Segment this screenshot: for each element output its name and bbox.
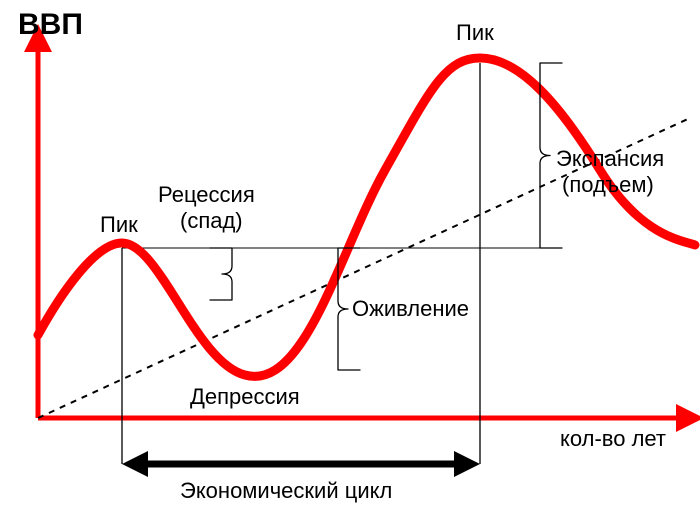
cycle-arrow-left-icon [122, 451, 148, 477]
expansion-label-2: (подъем) [562, 172, 654, 197]
revival-label: Оживление [352, 296, 469, 321]
expansion-label-1: Экспансия [556, 146, 664, 171]
x-axis-arrow-icon [676, 404, 700, 432]
peak1-label: Пик [100, 212, 138, 237]
recession-label-1: Рецессия [158, 182, 255, 207]
depression-label: Депрессия [190, 384, 300, 409]
diagram-stage: ВВП кол-во лет Пик Пик Рецессия (спад) Д… [0, 0, 700, 525]
y-axis-label: ВВП [18, 8, 83, 43]
cycle-label: Экономический цикл [180, 478, 392, 503]
cycle-arrow-right-icon [454, 451, 480, 477]
peak2-label: Пик [456, 20, 494, 45]
x-axis-label: кол-во лет [560, 426, 666, 451]
bracket-recession [210, 248, 232, 300]
recession-label-2: (спад) [180, 208, 243, 233]
